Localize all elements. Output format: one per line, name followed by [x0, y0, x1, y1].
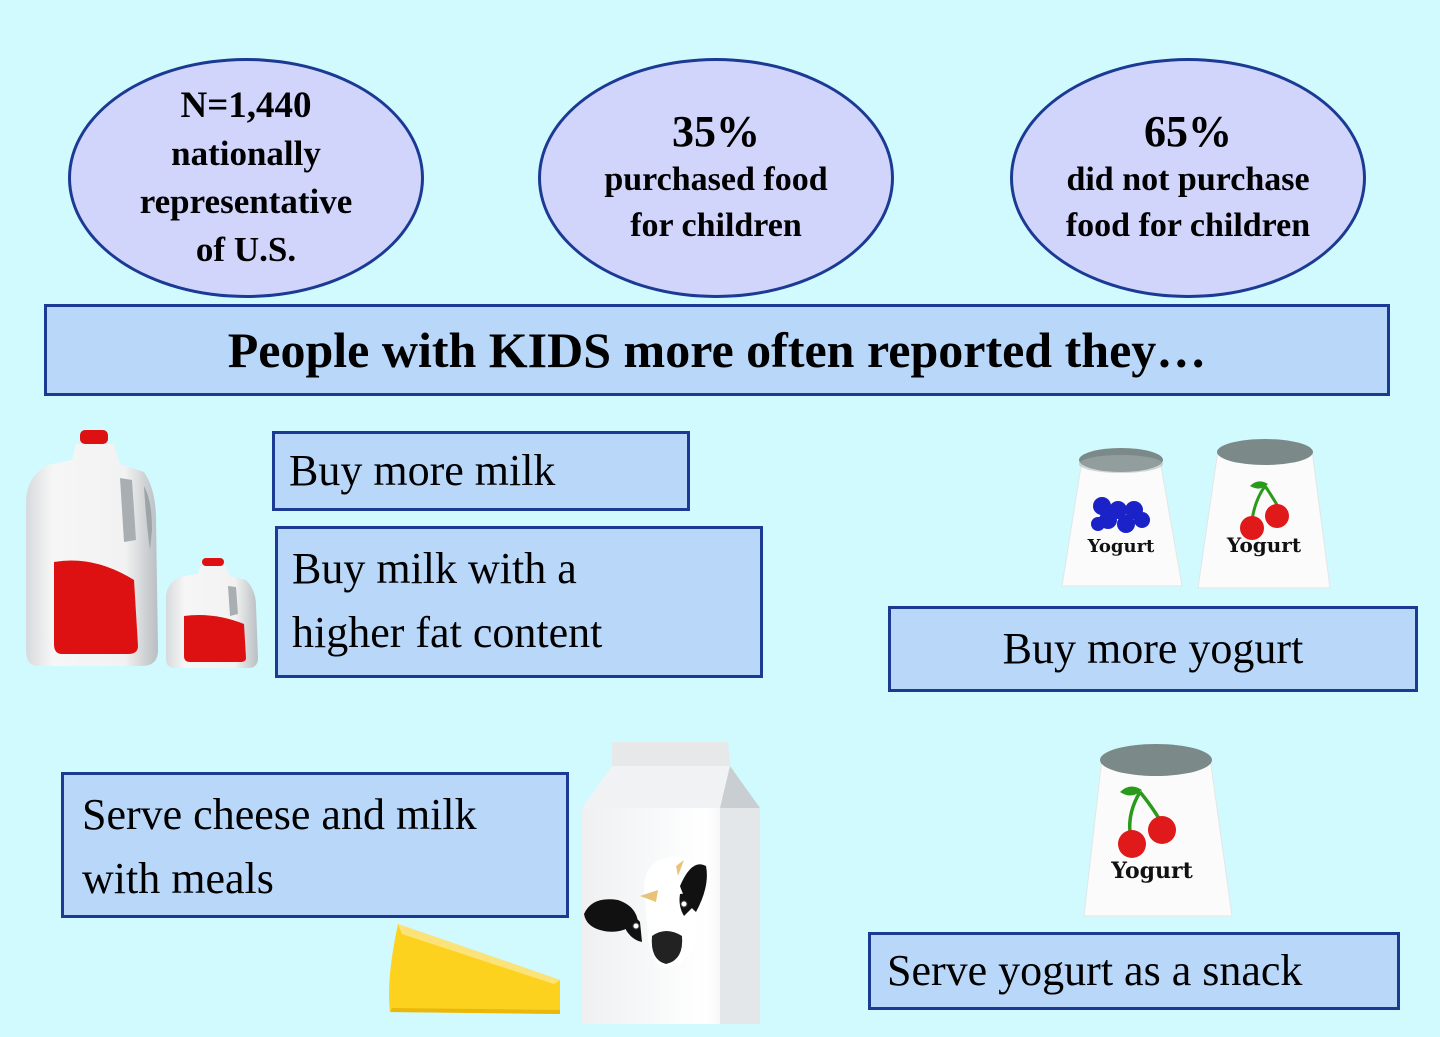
svg-text:Yogurt: Yogurt: [1087, 536, 1155, 557]
finding-buy-more-yogurt: Buy more yogurt: [888, 606, 1418, 692]
finding-serve-cheese-milk: Serve cheese and milk with meals: [61, 772, 569, 918]
headline-banner: People with KIDS more often reported the…: [44, 304, 1390, 396]
finding-higher-fat-milk: Buy milk with a higher fat content: [275, 526, 763, 678]
banner-text: People with KIDS more often reported the…: [227, 322, 1207, 378]
stat-line: did not purchase: [1066, 161, 1310, 198]
finding-text: higher fat content: [292, 608, 603, 657]
milk-carton-cow-icon: [582, 742, 760, 1024]
stat-sample-size: N=1,440 nationally representative of U.S…: [68, 58, 424, 298]
stat-line: for children: [630, 207, 802, 244]
stat-line: representative: [139, 182, 353, 221]
stat-line: of U.S.: [195, 230, 297, 269]
finding-yogurt-snack: Serve yogurt as a snack: [868, 932, 1400, 1010]
stat-line: nationally: [171, 134, 321, 173]
stat-line: purchased food: [604, 161, 828, 198]
finding-text: Buy milk with a: [292, 544, 577, 593]
milk-jug-icon: [26, 430, 258, 668]
stat-line: food for children: [1065, 207, 1311, 244]
finding-text: Buy more milk: [289, 446, 556, 495]
stat-purchased-for-children: 35% purchased food for children: [538, 58, 894, 298]
finding-buy-more-milk: Buy more milk: [272, 431, 690, 511]
stat-not-purchased-for-children: 65% did not purchase food for children: [1010, 58, 1366, 298]
stat-headline: 65%: [1144, 107, 1232, 156]
finding-text: Serve cheese and milk: [82, 790, 477, 839]
finding-text: Buy more yogurt: [1002, 624, 1304, 673]
finding-text: Serve yogurt as a snack: [887, 946, 1303, 995]
yogurt-cup-icon: Yogurt Yogurt: [1061, 439, 1331, 589]
stat-headline: 35%: [672, 107, 760, 156]
stat-headline: N=1,440: [180, 85, 312, 126]
svg-text:Yogurt: Yogurt: [1226, 533, 1302, 557]
cheese-wedge-icon: [389, 924, 560, 1014]
yogurt-cup-icon: Yogurt: [1083, 744, 1233, 917]
finding-text: with meals: [82, 854, 274, 903]
svg-text:Yogurt: Yogurt: [1110, 858, 1193, 884]
